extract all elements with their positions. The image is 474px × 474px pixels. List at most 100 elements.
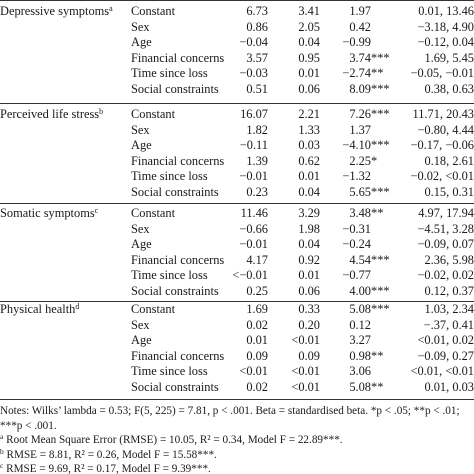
predictor-cell: Age [131, 35, 152, 50]
beta-cell: −0.99 [342, 35, 371, 50]
ci-cell: −0.02, 0.02 [417, 268, 474, 283]
ci-cell: 0.15, 0.31 [424, 184, 474, 199]
predictor-cell: Social constraints [131, 283, 219, 298]
footnote-a: a Root Mean Square Error (RMSE) = 10.05,… [0, 433, 343, 447]
predictor-cell: Financial concerns [131, 252, 225, 267]
beta-cell: −4.10*** [342, 138, 390, 153]
notes-line: Notes: Wilks’ lambda = 0.53; F(5, 225) =… [0, 405, 460, 417]
table-row: Age 0.01 <0.01 3.27 <0.01, 0.02 [0, 333, 474, 349]
group-divider [0, 203, 474, 204]
footnote-b: b RMSE = 8.81, R² = 0.26, Model F = 15.5… [0, 447, 217, 461]
beta-cell: −0.31 [342, 221, 371, 236]
table-row: Time since loss <−0.01 0.01 −0.77 −0.02,… [0, 268, 474, 284]
beta-cell: 3.27 [349, 333, 371, 348]
table-row: Perceived life stressb Constant 16.07 2.… [0, 107, 474, 123]
predictor-cell: Financial concerns [131, 153, 225, 168]
predictor-cell: Age [131, 237, 152, 252]
se-cell: 0.33 [298, 302, 320, 316]
table-notes: Notes: Wilks’ lambda = 0.53; F(5, 225) =… [0, 404, 474, 474]
table-row: Social constraints 0.02 <0.01 5.08** 0.0… [0, 380, 474, 396]
beta-cell: 0.42 [349, 19, 371, 34]
se-cell: 0.62 [298, 153, 320, 168]
table-row: Sex 0.02 0.20 0.12 −.37, 0.41 [0, 318, 474, 334]
predictor-cell: Age [131, 333, 152, 348]
se-cell: 0.01 [298, 66, 320, 81]
predictor-cell: Constant [131, 206, 176, 220]
beta-cell: −1.32 [342, 169, 371, 184]
top-rule [0, 0, 474, 1]
se-cell: <0.01 [291, 364, 320, 379]
table-row: Time since loss <0.01 <0.01 3.06 <0.01, … [0, 364, 474, 380]
ci-cell: −0.80, 4.44 [417, 122, 474, 137]
b-cell: 0.86 [246, 19, 268, 34]
b-cell: 6.73 [246, 4, 268, 18]
b-cell: <0.01 [239, 364, 268, 379]
predictor-cell: Sex [131, 221, 150, 236]
predictor-cell: Financial concerns [131, 50, 225, 65]
table-row: Age −0.11 0.03 −4.10*** −0.17, −0.06 [0, 138, 474, 154]
se-cell: 0.20 [298, 317, 320, 332]
table-row: Age −0.04 0.04 −0.99 −0.12, 0.04 [0, 35, 474, 51]
b-cell: 0.02 [246, 317, 268, 332]
ci-cell: 0.12, 0.37 [424, 283, 474, 298]
ci-cell: 0.01, 0.03 [424, 379, 474, 394]
table-row: Social constraints 0.25 0.06 4.00*** 0.1… [0, 284, 474, 300]
se-cell: 0.06 [298, 81, 320, 96]
beta-cell: 8.09*** [349, 81, 390, 96]
group-label: Physical healthd [0, 302, 80, 316]
ci-cell: −.37, 0.41 [423, 317, 474, 332]
group-physical-health: Physical healthd Constant 1.69 0.33 5.08… [0, 302, 474, 396]
table-row: Financial concerns 1.39 0.62 2.25* 0.18,… [0, 154, 474, 170]
beta-cell: 0.98** [349, 348, 384, 363]
table-row: Physical healthd Constant 1.69 0.33 5.08… [0, 302, 474, 318]
beta-cell: 3.74*** [349, 50, 390, 65]
ci-cell: −0.09, 0.07 [417, 237, 474, 252]
beta-cell: 2.25* [349, 153, 378, 168]
ci-cell: −0.09, 0.27 [417, 348, 474, 363]
beta-cell: −0.77 [342, 268, 371, 283]
footnote-c: c RMSE = 9.69, R² = 0.17, Model F = 9.39… [0, 462, 211, 474]
predictor-cell: Constant [131, 107, 176, 121]
beta-cell: 1.97 [349, 4, 371, 18]
predictor-cell: Constant [131, 4, 176, 18]
se-cell: <0.01 [291, 379, 320, 394]
ci-cell: −0.02, <0.01 [410, 169, 474, 184]
ci-cell: 1.69, 5.45 [424, 50, 474, 65]
se-cell: 1.33 [298, 122, 320, 137]
beta-cell: 7.26*** [349, 107, 390, 121]
b-cell: 0.51 [246, 81, 268, 96]
b-cell: −0.03 [239, 66, 268, 81]
notes-line: ***p < .001. [0, 419, 57, 432]
beta-cell: 4.54*** [349, 252, 390, 267]
b-cell: 4.17 [246, 252, 268, 267]
se-cell: 0.04 [298, 237, 320, 252]
ci-cell: <0.01, 0.02 [417, 333, 474, 348]
predictor-cell: Sex [131, 19, 150, 34]
b-cell: 16.07 [240, 107, 268, 121]
predictor-cell: Time since loss [131, 364, 208, 379]
ci-cell: 11.71, 20.43 [412, 107, 474, 121]
b-cell: −0.66 [239, 221, 268, 236]
table-row: Financial concerns 3.57 0.95 3.74*** 1.6… [0, 51, 474, 67]
beta-cell: 4.00*** [349, 283, 390, 298]
predictor-cell: Social constraints [131, 81, 219, 96]
se-cell: 0.95 [298, 50, 320, 65]
table-row: Social constraints 0.51 0.06 8.09*** 0.3… [0, 82, 474, 98]
beta-cell: 5.08*** [349, 302, 390, 316]
b-cell: 0.02 [246, 379, 268, 394]
ci-cell: −4.51, 3.28 [417, 221, 474, 236]
predictor-cell: Time since loss [131, 268, 208, 283]
b-cell: 0.01 [246, 333, 268, 348]
table-row: Financial concerns 0.09 0.09 0.98** −0.0… [0, 349, 474, 365]
se-cell: 0.01 [298, 268, 320, 283]
b-cell: −0.04 [239, 35, 268, 50]
table-row: Time since loss −0.01 0.01 −1.32 −0.02, … [0, 169, 474, 185]
ci-cell: 1.03, 2.34 [424, 302, 474, 316]
se-cell: <0.01 [291, 333, 320, 348]
se-cell: 0.04 [298, 184, 320, 199]
beta-cell: 3.48** [349, 206, 384, 220]
se-cell: 2.21 [298, 107, 320, 121]
ci-cell: −0.17, −0.06 [410, 138, 474, 153]
table-row: Sex −0.66 1.98 −0.31 −4.51, 3.28 [0, 222, 474, 238]
